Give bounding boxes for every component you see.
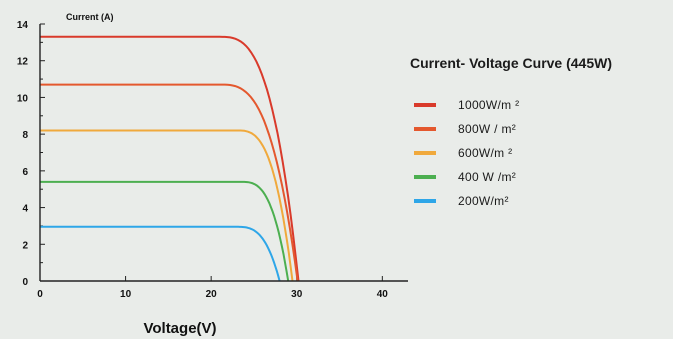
x-tick-label: 20 — [206, 289, 218, 300]
legend-item-3: 600W/m ² — [414, 141, 670, 165]
legend-swatch — [414, 103, 436, 107]
curves — [40, 35, 300, 282]
y-tick-label: 10 — [17, 93, 29, 104]
y-tick-label: 8 — [22, 130, 28, 141]
y-tick-label: 2 — [22, 240, 28, 251]
legend-item-1: 1000W/m ² — [414, 93, 670, 117]
legend-items: 1000W/m ² 800W / m² 600W/m ² 400 W /m² 200W/… — [410, 93, 670, 213]
legend-label: 400 W /m² — [458, 170, 517, 184]
curve-series-2 — [40, 83, 299, 282]
legend-swatch — [414, 127, 436, 131]
y-tick-label: 12 — [17, 57, 29, 68]
legend-item-2: 800W / m² — [414, 117, 670, 141]
curve-series-4 — [40, 180, 290, 282]
legend: Current- Voltage Curve (445W) 1000W/m ² 8… — [410, 55, 670, 213]
legend-label: 200W/m² — [458, 194, 509, 208]
legend-swatch — [414, 175, 436, 179]
legend-label: 600W/m ² — [458, 146, 513, 160]
y-axis-label: Current (A) — [66, 12, 114, 22]
axis-ticks: 0 2 4 6 8 10 12 14 0 10 20 30 40 — [17, 20, 388, 300]
y-tick-label: 6 — [22, 167, 28, 178]
legend-label: 800W / m² — [458, 122, 517, 136]
legend-item-4: 400 W /m² — [414, 165, 670, 189]
legend-item-5: 200W/m² — [414, 189, 670, 213]
x-tick-label: 40 — [377, 289, 389, 300]
curve-series-1 — [40, 35, 300, 282]
y-tick-label: 4 — [22, 204, 28, 215]
legend-swatch — [414, 151, 436, 155]
y-tick-label: 14 — [17, 20, 29, 31]
y-tick-label: 0 — [22, 277, 28, 288]
legend-swatch — [414, 199, 436, 203]
x-tick-label: 30 — [291, 289, 303, 300]
x-axis-label: Voltage(V) — [143, 320, 216, 337]
curve-series-3 — [40, 129, 294, 282]
legend-label: 1000W/m ² — [458, 98, 520, 112]
curve-series-5 — [40, 225, 281, 282]
x-tick-label: 0 — [37, 289, 43, 300]
chart-title: Current- Voltage Curve (445W) — [410, 55, 612, 71]
x-tick-label: 10 — [120, 289, 132, 300]
